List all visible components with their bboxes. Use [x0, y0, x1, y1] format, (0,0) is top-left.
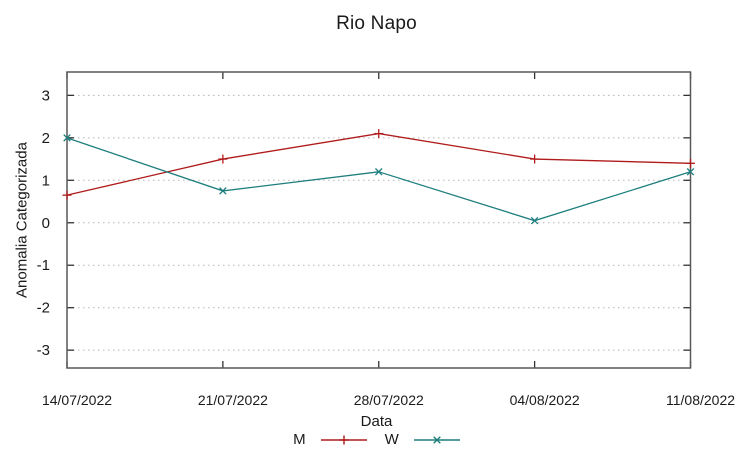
data-point-marker	[686, 168, 695, 176]
x-tick-label: 11/08/2022	[666, 392, 735, 408]
series-line-M	[66, 132, 691, 196]
legend-label: W	[384, 431, 399, 448]
legend-entry-M: M	[293, 431, 367, 448]
series-line-W	[66, 137, 691, 222]
legend-label: M	[293, 431, 306, 448]
x-tick-label: 14/07/2022	[42, 392, 112, 408]
data-point-marker	[530, 216, 539, 225]
data-point-marker	[374, 168, 383, 176]
y-tick-label: -2	[37, 300, 50, 317]
data-point-marker	[219, 187, 227, 195]
chart-title: Rio Napo	[336, 13, 417, 34]
y-tick-label: -1	[37, 257, 50, 274]
y-tick-label: 3	[42, 87, 50, 104]
legend-entry-W: W	[385, 431, 460, 448]
y-tick-label: -3	[37, 342, 50, 359]
y-tick-label: 2	[42, 130, 50, 147]
y-tick-label: 1	[42, 172, 50, 189]
y-tick-label: 0	[42, 215, 50, 232]
data-point-marker	[63, 134, 71, 142]
legend-sample-cross-icon	[413, 435, 460, 444]
x-axis-title: Data	[360, 413, 393, 430]
x-tick-label: 04/08/2022	[510, 392, 580, 408]
plot-border	[66, 71, 692, 369]
x-tick-label: 28/07/2022	[354, 392, 424, 408]
x-tick-label: 21/07/2022	[198, 392, 268, 408]
legend-sample-plus-icon	[320, 435, 367, 444]
